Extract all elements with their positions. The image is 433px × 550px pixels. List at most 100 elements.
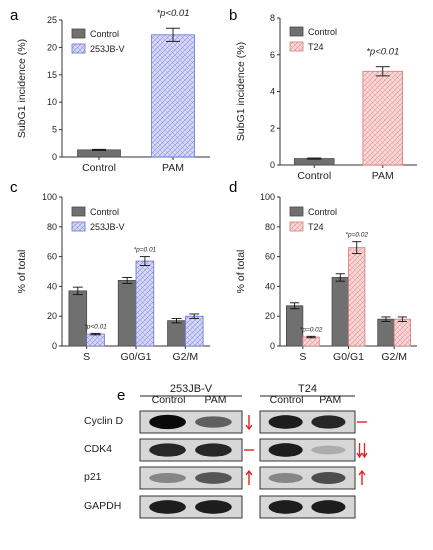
double-arrow-down-head-icon [361, 452, 368, 459]
blot-lane-label: PAM [204, 394, 226, 406]
chart-d: 0 20 40 60 80 100 % of total S *p=0.02 G0/G1 *p=0.… [235, 192, 417, 363]
legend-label: 253JB-V [90, 44, 125, 54]
blot-band [311, 472, 346, 484]
legend: Control 253JB-V [71, 28, 125, 54]
blot-group-label: 253JB-V [170, 383, 213, 395]
blot-band [195, 500, 232, 514]
y-tick-label: 5 [52, 125, 57, 135]
blot-band [195, 443, 232, 457]
arrow-down-head-icon [245, 424, 253, 431]
significance-label: *p=0.01 [134, 247, 157, 254]
bar-253jb-v [151, 34, 195, 158]
chart-a: 0 5 10 15 20 25 SubG1 incidence (%) Control PAM *… [16, 8, 210, 174]
y-tick-label: 100 [260, 192, 275, 202]
significance-label: *p=0.02 [345, 232, 368, 239]
significance-label: *p<0.01 [156, 8, 189, 19]
x-tick-label: G0/G1 [121, 351, 152, 363]
legend: Control T24 [289, 206, 337, 232]
legend: Control T24 [289, 26, 337, 52]
bar-t24 [302, 336, 320, 347]
y-axis-label: % of total [16, 250, 28, 294]
x-tick-label: S [83, 351, 90, 363]
bar-t24 [393, 318, 412, 347]
bar-control [77, 149, 121, 158]
bar-control [377, 318, 395, 347]
blot-lane-label: PAM [319, 394, 341, 406]
y-tick-label: 8 [270, 13, 275, 23]
protein-label: GAPDH [84, 500, 121, 512]
y-tick-label: 0 [52, 341, 57, 351]
chart-b: 0 2 4 6 8 SubG1 incidence (%) Control PAM *p<0.0… [235, 13, 417, 182]
blot-band [311, 415, 346, 429]
protein-label: Cyclin D [84, 415, 124, 427]
bar-253jb-v [135, 260, 155, 347]
blot-lane-label: Control [270, 394, 304, 406]
x-tick-label: S [299, 351, 306, 363]
x-tick-label: Control [82, 162, 116, 174]
blot-band [268, 443, 303, 457]
legend-label: Control [90, 207, 119, 217]
x-tick-label: Control [297, 170, 331, 182]
blot-band [149, 500, 186, 514]
y-tick-label: 60 [47, 252, 57, 262]
legend-label: T24 [308, 42, 324, 52]
panel-letter-d: d [229, 179, 237, 196]
legend-label: 253JB-V [90, 222, 125, 232]
blot-lane-label: Control [152, 394, 186, 406]
x-tick-label: PAM [372, 170, 394, 182]
panel-letters: a b c d e [10, 7, 237, 404]
y-tick-label: 40 [265, 281, 275, 291]
legend-swatch [71, 206, 86, 217]
bar-control [117, 280, 137, 347]
panel-letter-b: b [229, 7, 237, 24]
panel-letter-e: e [117, 387, 125, 404]
y-tick-label: 100 [42, 192, 57, 202]
bar-253jb-v [86, 333, 105, 347]
blot-band [149, 472, 186, 484]
y-axis-label: SubG1 incidence (%) [16, 39, 28, 138]
blot-band [195, 416, 232, 428]
legend-swatch [289, 221, 304, 232]
bar-control [68, 290, 88, 347]
y-tick-label: 0 [52, 152, 57, 162]
y-tick-label: 80 [47, 222, 57, 232]
legend-label: T24 [308, 222, 324, 232]
y-tick-label: 20 [47, 42, 57, 52]
legend-label: Control [308, 27, 337, 37]
legend-label: Control [90, 29, 119, 39]
significance-label: *p<0.01 [84, 323, 107, 330]
blot-band [268, 415, 303, 429]
bar-t24 [348, 247, 366, 347]
blot-band [311, 445, 346, 455]
legend-swatch [289, 206, 304, 217]
legend-swatch [289, 41, 304, 52]
legend: Control 253JB-V [71, 206, 125, 232]
y-tick-label: 0 [270, 160, 275, 170]
y-tick-label: 25 [47, 15, 57, 25]
x-tick-label: G2/M [172, 351, 198, 363]
blot-band [268, 472, 303, 484]
legend-swatch [71, 28, 86, 39]
y-tick-label: 6 [270, 50, 275, 60]
y-tick-label: 2 [270, 123, 275, 133]
significance-label: *p=0.02 [300, 326, 323, 333]
chart-c: 0 20 40 60 80 100 % of total S *p<0.01 G0/G1 *p=0.… [16, 192, 210, 363]
significance-label: *p<0.01 [366, 47, 399, 58]
x-tick-label: G0/G1 [333, 351, 364, 363]
legend-swatch [289, 26, 304, 37]
legend-label: Control [308, 207, 337, 217]
panel-letter-c: c [10, 179, 18, 196]
y-tick-label: 40 [47, 281, 57, 291]
y-tick-label: 80 [265, 222, 275, 232]
y-tick-label: 4 [270, 87, 275, 97]
blot-band [195, 472, 232, 484]
bar-control [331, 277, 349, 347]
x-tick-label: PAM [162, 162, 184, 174]
y-tick-label: 20 [265, 311, 275, 321]
protein-label: p21 [84, 471, 102, 483]
y-tick-label: 20 [47, 311, 57, 321]
panel-letter-a: a [10, 7, 19, 24]
